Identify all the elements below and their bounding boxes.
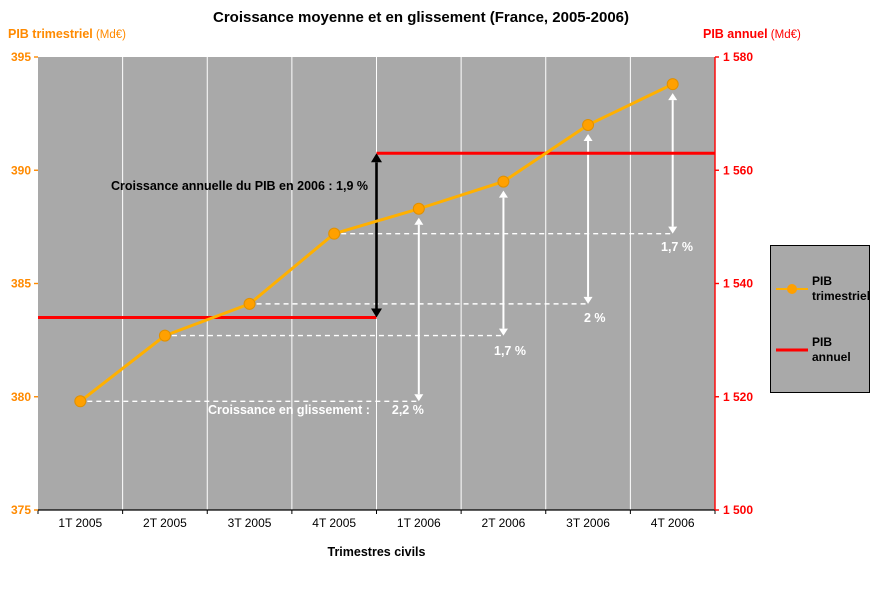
annotation-growth-3t: 2 % [584, 311, 606, 325]
legend-swatch-line-marker [776, 283, 808, 294]
x-axis-tick-label: 2T 2005 [143, 516, 187, 530]
left-axis-title: PIB trimestriel (Md€) [8, 27, 126, 41]
annotation-glissement: Croissance en glissement : 2,2 % [208, 403, 424, 417]
left-axis-title-text: PIB trimestriel [8, 27, 93, 41]
right-axis-tick-label: 1 520 [723, 390, 753, 404]
glissement-arrow-head-bottom [498, 328, 508, 336]
legend-label-pib-trimestriel: PIB trimestriel [812, 274, 871, 303]
legend-marker-circle [787, 283, 797, 294]
glissement-arrow-head-top [668, 93, 678, 101]
annotation-glissement-caption: Croissance en glissement : [208, 403, 370, 417]
quarterly-gdp-marker [497, 175, 510, 188]
annotation-growth-4t: 1,7 % [661, 240, 693, 254]
right-axis-tick-label: 1 500 [723, 503, 753, 517]
right-axis-unit: (Md€) [767, 29, 801, 41]
annotation-glissement-value-1t: 2,2 % [391, 403, 424, 417]
x-axis-title: Trimestres civils [327, 545, 426, 559]
annual-growth-arrow-head-bottom [371, 308, 382, 318]
x-axis-tick-label: 4T 2005 [312, 516, 356, 530]
annotation-growth-2t: 1,7 % [494, 344, 526, 358]
legend-label-pib-annuel: PIB annuel [812, 335, 851, 364]
left-axis-tick-label: 385 [11, 277, 31, 291]
x-axis-tick-label: 4T 2006 [651, 516, 695, 530]
x-axis-tick-label: 1T 2005 [58, 516, 102, 530]
annotation-annual-growth: Croissance annuelle du PIB en 2006 : 1,9… [110, 179, 368, 193]
quarterly-gdp-marker [582, 118, 595, 131]
chart-title: Croissance moyenne et en glissement (Fra… [212, 9, 629, 26]
left-axis-unit: (Md€) [92, 29, 126, 41]
glissement-arrow-head-top [414, 217, 424, 225]
quarterly-gdp-marker [412, 202, 425, 215]
x-axis-tick-label: 1T 2006 [397, 516, 441, 530]
quarterly-gdp-line [79, 82, 674, 403]
left-axis-tick-label: 395 [11, 50, 31, 64]
quarterly-gdp-marker [243, 297, 256, 310]
quarterly-gdp-marker [74, 395, 87, 408]
legend: PIB trimestriel PIB annuel [770, 245, 870, 393]
right-axis-tick-label: 1 540 [723, 277, 753, 291]
x-axis-tick-label: 3T 2005 [228, 516, 272, 530]
legend-entry-pib-annuel: PIB annuel [776, 335, 864, 364]
glissement-arrow-head-bottom [668, 226, 678, 234]
left-axis-tick-label: 390 [11, 163, 31, 177]
quarterly-gdp-marker [158, 329, 171, 342]
right-axis-tick-label: 1 560 [723, 163, 753, 177]
quarterly-gdp-marker [328, 227, 341, 240]
legend-swatch-line [776, 348, 808, 351]
x-axis-tick-label: 3T 2006 [566, 516, 610, 530]
left-axis-tick-label: 375 [11, 503, 31, 517]
x-axis-tick-label: 2T 2006 [482, 516, 526, 530]
right-axis-title: PIB annuel (Md€) [703, 27, 801, 41]
right-axis-title-text: PIB annuel [703, 27, 768, 41]
left-axis-tick-label: 380 [11, 390, 31, 404]
legend-entry-pib-trimestriel: PIB trimestriel [776, 274, 870, 303]
right-axis-tick-label: 1 580 [723, 50, 753, 64]
glissement-arrow-head-bottom [583, 296, 593, 304]
glissement-arrow-head-bottom [414, 394, 424, 402]
quarterly-gdp-marker [666, 78, 679, 91]
glissement-arrow-head-top [583, 133, 593, 141]
annual-growth-arrow-head-top [371, 153, 382, 163]
glissement-arrow-head-top [498, 190, 508, 198]
